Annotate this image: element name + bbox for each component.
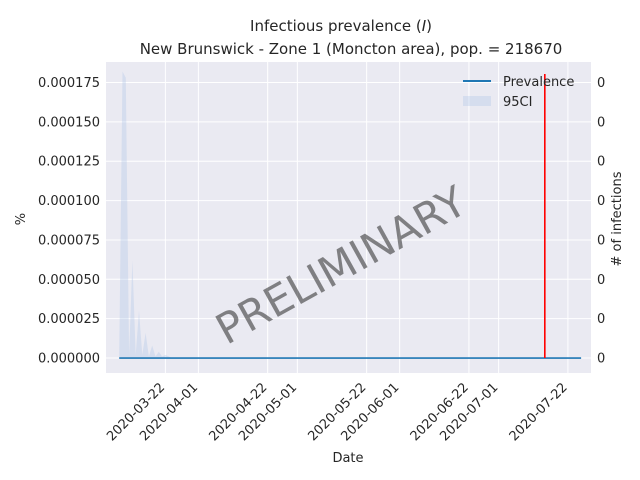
- y-tick-label-right: 0: [597, 76, 605, 91]
- y-tick-label: 0.000100: [38, 194, 100, 209]
- legend-label-95ci: 95CI: [503, 95, 532, 110]
- y-tick-label: 0.000125: [38, 155, 100, 170]
- chart-title-tail: ): [426, 17, 432, 35]
- y-tick-label-right: 0: [597, 194, 605, 209]
- plot-background: [106, 62, 591, 373]
- y-tick-label: 0.000050: [38, 273, 100, 288]
- y-tick-label-right: 0: [597, 273, 605, 288]
- y-tick-label-right: 0: [597, 155, 605, 170]
- y-tick-label-right: 0: [597, 312, 605, 327]
- legend: Prevalence 95CI: [463, 75, 574, 110]
- y-axis-label-right: # of infections: [610, 171, 625, 266]
- chart-subtitle: New Brunswick - Zone 1 (Moncton area), p…: [140, 40, 563, 58]
- y-tick-labels: 0.000000 0.000025 0.000050 0.000075 0.000100…: [38, 76, 100, 367]
- y-tick-label: 0.000175: [38, 76, 100, 91]
- x-axis-label: Date: [332, 451, 363, 466]
- y-tick-labels-right: 0 0 0 0 0 0 0 0: [597, 76, 605, 367]
- y-tick-label-right: 0: [597, 115, 605, 130]
- chart-title: Infectious prevalence (I): [250, 17, 432, 35]
- line-layer: [119, 74, 582, 359]
- ci-band: [119, 71, 172, 359]
- legend-label-prevalence: Prevalence: [503, 75, 574, 90]
- y-tick-label: 0.000000: [38, 352, 100, 367]
- legend-band-swatch: [463, 96, 491, 106]
- chart-title-italic: I: [422, 17, 427, 35]
- y-tick-label: 0.000075: [38, 233, 100, 248]
- y-tick-label-right: 0: [597, 352, 605, 367]
- ci-band-layer: [119, 71, 172, 359]
- y-axis-label-left: %: [14, 213, 29, 225]
- y-tick-label: 0.000150: [38, 115, 100, 130]
- y-tick-label: 0.000025: [38, 312, 100, 327]
- y-tick-label-right: 0: [597, 233, 605, 248]
- x-tick-label: 2020-07-22: [507, 380, 571, 444]
- chart-title-main: Infectious prevalence (: [250, 17, 422, 35]
